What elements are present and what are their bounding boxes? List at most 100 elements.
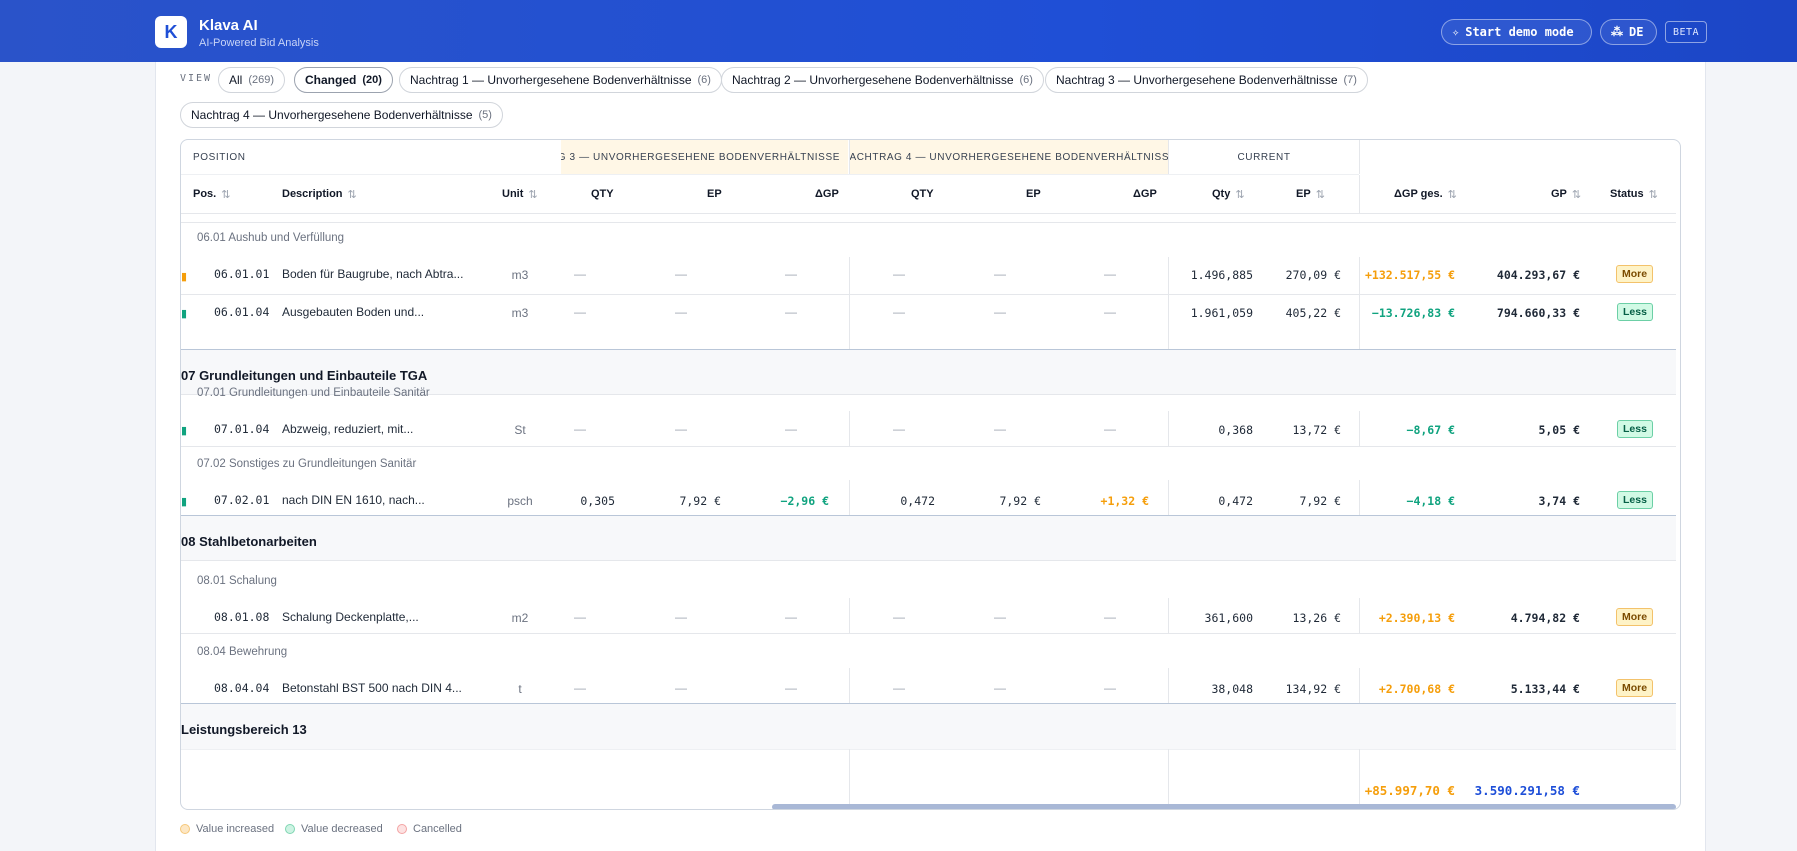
divider — [1359, 749, 1360, 804]
filter-chip-nachtrag-4[interactable]: Nachtrag 4 — Unvorhergesehene Bodenverhä… — [180, 102, 503, 128]
row-unit: t — [518, 682, 522, 696]
divider — [1168, 480, 1169, 515]
col-header-current-ep[interactable]: EP ⇅ — [1296, 188, 1325, 201]
divider — [1359, 257, 1360, 349]
section-row: 07 Grundleitungen und Einbauteile TGA — [181, 349, 1676, 395]
col-header-description[interactable]: Description ⇅ — [282, 188, 357, 201]
row-pos: 08.04.04 — [214, 681, 270, 695]
row-unit: m2 — [511, 611, 529, 625]
sort-icon[interactable]: ⇅ — [1235, 188, 1245, 201]
row-description: Ausgebauten Boden und... — [282, 305, 425, 319]
filter-chip-all[interactable]: All (269) — [218, 67, 286, 93]
col-header-dgp-ges[interactable]: ΔGP ges. ⇅ — [1394, 188, 1457, 201]
status-badge: More — [1616, 608, 1654, 626]
divider — [1359, 598, 1360, 633]
col-header-gp[interactable]: GP ⇅ — [1551, 188, 1582, 201]
divider — [181, 749, 1676, 750]
sort-icon[interactable]: ⇅ — [528, 188, 538, 201]
divider — [181, 174, 1359, 175]
divider — [1168, 140, 1169, 174]
legend-increased: Value increased — [180, 823, 274, 835]
section-title: 08 Stahlbetonarbeiten — [181, 534, 317, 549]
status-badge: Less — [1617, 303, 1653, 321]
subsection-label: 06.01 Aushub und Verfüllung — [197, 232, 345, 244]
decrease-dot-icon — [285, 824, 295, 834]
col-header-current-qty[interactable]: Qty ⇅ — [1212, 188, 1245, 201]
cancelled-dot-icon — [397, 824, 407, 834]
row-pos: 06.01.01 — [214, 267, 270, 281]
divider — [849, 598, 850, 633]
divider — [849, 668, 850, 703]
row-description: nach DIN EN 1610, nach... — [282, 493, 425, 507]
divider — [1359, 480, 1360, 515]
col-header-n4-qty: QTY — [911, 188, 934, 200]
row-unit: St — [514, 423, 526, 437]
filter-chip-changed[interactable]: Changed (20) — [294, 67, 393, 93]
section-row: 08 Stahlbetonarbeiten — [181, 515, 1676, 561]
row-description: Betonstahl BST 500 nach DIN 4... — [282, 681, 462, 695]
divider — [1168, 668, 1169, 703]
col-header-pos[interactable]: Pos. ⇅ — [193, 188, 231, 201]
divider — [181, 394, 1676, 395]
col-header-n3-qty: QTY — [591, 188, 614, 200]
start-demo-button[interactable]: ✧ Start demo mode — [1441, 19, 1592, 45]
divider — [181, 633, 1676, 634]
subsection-label: 08.04 Bewehrung — [197, 646, 288, 658]
divider — [1168, 257, 1169, 349]
group-header-current: CURRENT — [1237, 151, 1291, 163]
horizontal-scrollbar[interactable] — [772, 804, 1676, 809]
row-description: Schalung Deckenplatte,... — [282, 610, 419, 624]
change-marker: ▮ — [181, 425, 188, 437]
col-header-unit[interactable]: Unit ⇅ — [502, 188, 538, 201]
filter-chip-nachtrag-3[interactable]: Nachtrag 3 — Unvorhergesehene Bodenverhä… — [1045, 67, 1368, 93]
row-pos: 07.01.04 — [214, 422, 270, 436]
app-subtitle: AI-Powered Bid Analysis — [199, 37, 319, 49]
total-gp: 3.590.291,58 € — [1474, 783, 1580, 798]
row-pos: 08.01.08 — [214, 610, 270, 624]
legend-decreased: Value decreased — [285, 823, 383, 835]
total-dgp-ges: +85.997,70 € — [1364, 783, 1455, 798]
beta-badge: BETA — [1665, 21, 1707, 43]
sparkle-icon: ✧ — [1452, 25, 1460, 39]
status-badge: Less — [1617, 491, 1653, 509]
sort-icon[interactable]: ⇅ — [1315, 188, 1325, 201]
divider — [849, 480, 850, 515]
section-row: Leistungsbereich 13 — [181, 703, 1676, 749]
sort-icon[interactable]: ⇅ — [1648, 188, 1658, 201]
language-button[interactable]: ⁂ DE — [1600, 19, 1657, 45]
divider — [849, 257, 850, 349]
subsection-label: 07.01 Grundleitungen und Einbauteile San… — [197, 387, 430, 399]
divider — [181, 213, 1676, 214]
divider — [181, 446, 1676, 447]
section-title: 07 Grundleitungen und Einbauteile TGA — [181, 368, 428, 383]
filter-chip-nachtrag-1[interactable]: Nachtrag 1 — Unvorhergesehene Bodenverhä… — [399, 67, 722, 93]
row-unit: psch — [507, 494, 533, 508]
filter-chip-nachtrag-2[interactable]: Nachtrag 2 — Unvorhergesehene Bodenverhä… — [721, 67, 1044, 93]
section-title: Leistungsbereich 13 — [181, 722, 307, 737]
sort-icon[interactable]: ⇅ — [347, 188, 357, 201]
col-header-status[interactable]: Status ⇅ — [1610, 188, 1658, 201]
sort-icon[interactable]: ⇅ — [1571, 188, 1582, 201]
subsection-label: 08.01 Schalung — [197, 575, 277, 587]
group-header-nachtrag-3: NACHTRAG 3 — UNVORHERGESEHENE BODENVERHÄ… — [561, 140, 848, 174]
row-unit: m3 — [511, 268, 529, 282]
top-bar: K Klava AI AI-Powered Bid Analysis ✧ Sta… — [0, 0, 1797, 62]
row-pos: 06.01.04 — [214, 305, 270, 319]
col-header-n3-ep: EP — [707, 188, 722, 200]
divider — [1168, 749, 1169, 804]
status-badge: More — [1616, 265, 1654, 283]
divider — [1359, 175, 1360, 213]
col-header-n3-dgp: ΔGP — [815, 188, 839, 200]
comparison-table: POSITION NACHTRAG 3 — UNVORHERGESEHENE B… — [180, 139, 1681, 810]
divider — [849, 140, 850, 174]
group-header-nachtrag-4: NACHTRAG 4 — UNVORHERGESEHENE BODENVERHÄ… — [850, 140, 1168, 174]
divider — [849, 749, 850, 804]
subsection-label: 07.02 Sonstiges zu Grundleitungen Sanitä… — [197, 458, 417, 470]
group-header-position: POSITION — [193, 151, 246, 163]
col-header-n4-dgp: ΔGP — [1133, 188, 1157, 200]
col-header-n4-ep: EP — [1026, 188, 1041, 200]
change-marker: ▮ — [181, 308, 188, 320]
sort-icon[interactable]: ⇅ — [221, 188, 231, 201]
sort-icon[interactable]: ⇅ — [1447, 188, 1457, 201]
divider — [1359, 668, 1360, 703]
